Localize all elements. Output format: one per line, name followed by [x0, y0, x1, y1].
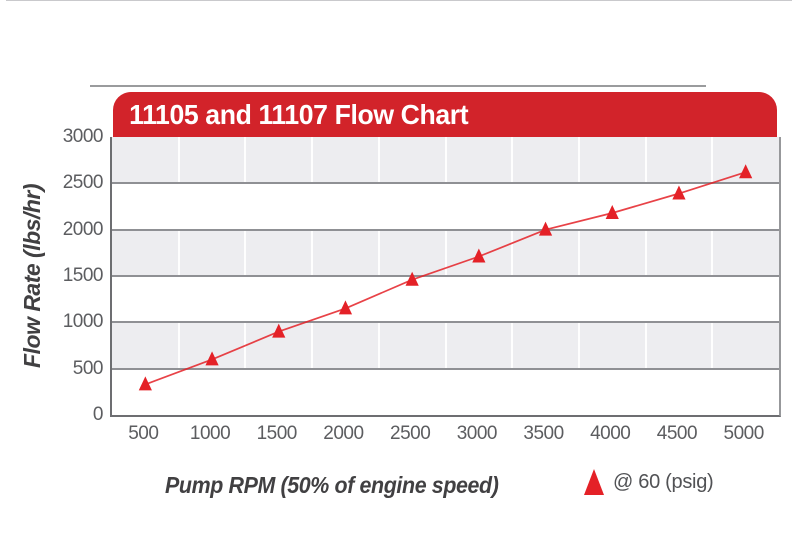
horizontal-gridline	[112, 321, 779, 324]
x-tick-label: 500	[128, 423, 159, 444]
triangle-data-marker	[739, 164, 753, 179]
horizontal-gridline	[112, 182, 779, 185]
triangle-data-marker	[672, 185, 686, 200]
x-axis-title: Pump RPM (50% of engine speed)	[165, 472, 499, 498]
divider-rule	[90, 85, 706, 87]
horizontal-gridline	[112, 275, 779, 277]
y-tick-label: 1500	[62, 265, 104, 286]
y-tick-label: 500	[72, 357, 104, 379]
y-tick-label: 1000	[62, 311, 104, 333]
triangle-data-marker	[205, 351, 219, 366]
triangle-marker-icon	[584, 469, 604, 495]
chart-title: 11105 and 11107 Flow Chart	[129, 98, 469, 130]
x-tick-label: 1000	[189, 423, 231, 444]
x-tick-label: 1500	[256, 423, 298, 444]
legend: @ 60 (psig)	[584, 469, 714, 495]
chart-title-banner: 11105 and 11107 Flow Chart	[113, 92, 777, 137]
horizontal-gridline	[112, 367, 779, 370]
triangle-data-marker	[405, 271, 419, 286]
y-tick-label: 2000	[62, 218, 104, 240]
x-tick-label: 5000	[723, 423, 765, 444]
x-tick-label: 4500	[656, 423, 698, 444]
y-tick-label: 2500	[62, 172, 104, 194]
x-tick-label: 2000	[323, 423, 364, 444]
x-tick-label: 3500	[523, 423, 564, 444]
x-tick-label: 3000	[456, 423, 498, 444]
triangle-data-marker	[138, 376, 152, 391]
series-line	[145, 171, 746, 386]
data-series-layer	[138, 164, 753, 391]
legend-label: @ 60 (psig)	[613, 470, 714, 493]
y-tick-label: 0	[92, 404, 104, 425]
triangle-data-marker	[272, 323, 286, 338]
triangle-data-marker	[605, 204, 619, 219]
x-tick-label: 2500	[390, 423, 431, 444]
triangle-data-marker	[538, 221, 553, 236]
y-tick-label: 3000	[62, 126, 104, 147]
triangle-data-marker	[472, 248, 486, 263]
triangle-data-marker	[338, 300, 353, 315]
x-tick-label: 4000	[590, 423, 631, 444]
plot-area	[110, 137, 781, 417]
horizontal-gridline	[112, 228, 779, 231]
top-edge-rule	[6, 0, 792, 1]
